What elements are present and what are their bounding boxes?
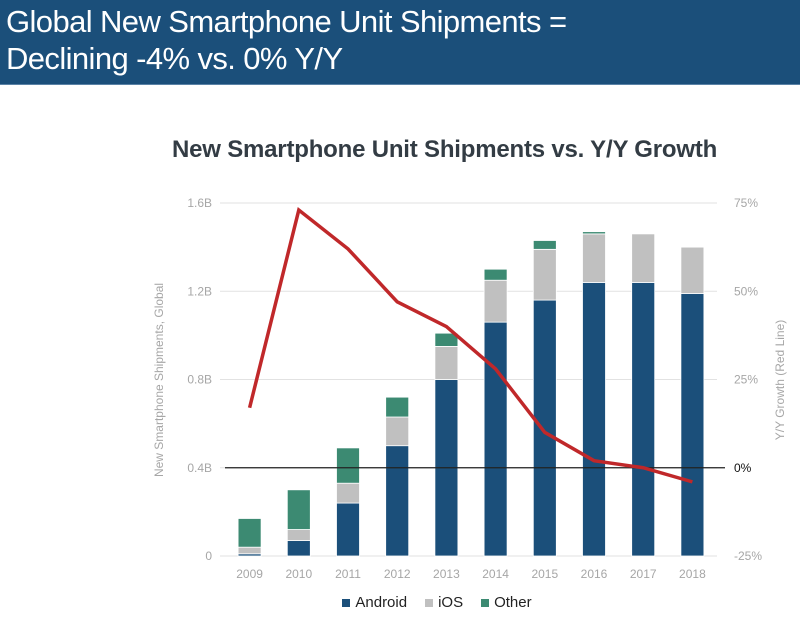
bar-other-2014 <box>483 268 508 281</box>
chart-title: New Smartphone Unit Shipments vs. Y/Y Gr… <box>172 136 718 163</box>
growth-line <box>247 207 693 484</box>
bar-ios-2015 <box>532 248 557 301</box>
bar-ios-2010 <box>286 529 311 541</box>
y-tick-label: 0.4B <box>187 461 212 475</box>
legend-swatch <box>425 598 434 607</box>
x-tick-label: 2015 <box>531 567 558 581</box>
bar-ios-2016 <box>582 233 606 283</box>
right-axis-title: Y/Y Growth (Red Line) <box>773 320 787 441</box>
legend-label: iOS <box>438 594 464 611</box>
bar-ios-2018 <box>680 246 705 294</box>
bar-android-2018 <box>680 293 705 557</box>
bar-android-2017 <box>631 282 656 557</box>
x-tick-label: 2012 <box>384 567 411 581</box>
bar-ios-2014 <box>483 279 508 323</box>
legend: Android iOS Other <box>0 594 800 611</box>
x-axis-ticks: 2009 2010 2011 2012 2013 2014 2015 2016 2017 2018 <box>236 567 706 581</box>
legend-swatch <box>342 598 351 607</box>
bar-ios-2012 <box>385 416 410 447</box>
bar-ios-2017 <box>631 233 656 283</box>
bar-android-2011 <box>336 502 360 557</box>
slide-title-line-2: Declining -4% vs. 0% Y/Y <box>6 41 343 76</box>
y2-tick-label: 50% <box>734 284 758 298</box>
right-axis-ticks: -25% 0% 25% 50% 75% <box>734 196 762 563</box>
y2-tick-label: -25% <box>734 549 762 563</box>
bar-android-2016 <box>582 282 606 557</box>
slide-header: Global New Smartphone Unit Shipments = D… <box>0 0 800 85</box>
x-tick-label: 2009 <box>236 567 263 581</box>
x-tick-label: 2017 <box>630 567 657 581</box>
left-axis-ticks: 0 0.4B 0.8B 1.2B 1.6B <box>187 196 212 563</box>
bar-other-2012 <box>385 396 410 418</box>
x-tick-label: 2013 <box>433 567 460 581</box>
bar-android-2015 <box>532 299 557 557</box>
left-axis-title: New Smartphone Shipments, Global <box>152 283 166 477</box>
legend-item-ios: iOS <box>425 594 463 611</box>
legend-item-android: Android <box>342 594 407 611</box>
bars <box>237 231 705 557</box>
slide-title-line-1: Global New Smartphone Unit Shipments = <box>6 4 567 39</box>
y-tick-label: 0 <box>205 549 212 563</box>
y-tick-label: 0.8B <box>187 373 212 387</box>
y2-tick-label: 0% <box>734 461 752 475</box>
legend-label: Android <box>355 594 408 611</box>
bar-other-2016 <box>582 231 606 235</box>
bar-ios-2009 <box>237 546 262 555</box>
x-tick-label: 2018 <box>679 567 706 581</box>
bar-ios-2013 <box>434 346 459 380</box>
x-tick-label: 2014 <box>482 567 509 581</box>
bar-android-2014 <box>483 321 508 557</box>
x-tick-label: 2011 <box>335 567 361 581</box>
bar-android-2010 <box>286 540 311 557</box>
x-tick-label: 2010 <box>285 567 312 581</box>
y-tick-label: 1.2B <box>187 284 212 298</box>
bar-other-2013 <box>434 332 459 347</box>
legend-item-other: Other <box>481 594 532 611</box>
bar-android-2012 <box>385 445 410 557</box>
legend-label: Other <box>494 594 532 611</box>
legend-swatch <box>481 598 490 607</box>
bar-other-2015 <box>532 240 557 250</box>
y2-tick-label: 75% <box>734 196 758 210</box>
growth-line-path <box>247 207 693 484</box>
bar-other-2009 <box>237 518 262 548</box>
bar-ios-2011 <box>336 482 360 504</box>
x-tick-label: 2016 <box>581 567 608 581</box>
bar-other-2010 <box>286 489 311 530</box>
bar-other-2011 <box>336 447 360 484</box>
y2-tick-label: 25% <box>734 373 758 387</box>
y-tick-label: 1.6B <box>187 196 212 210</box>
